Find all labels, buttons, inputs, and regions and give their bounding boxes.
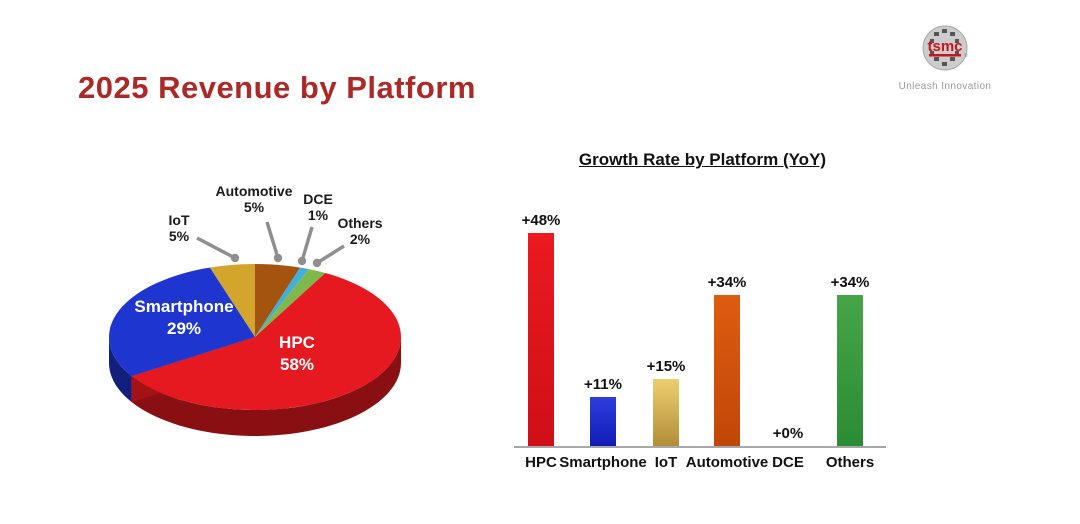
- pie-slice-hpc: [131, 273, 401, 410]
- page-title: 2025 Revenue by Platform: [78, 70, 476, 105]
- leader-dot-automotive: [273, 253, 283, 263]
- bar-hpc: [528, 233, 554, 446]
- leader-dot-others: [312, 258, 322, 268]
- pie-slice-automotive: [255, 264, 301, 337]
- pie-label-smartphone: Smartphone: [134, 297, 233, 316]
- bar-category-dce: DCE: [772, 454, 804, 471]
- bar-value-smartphone: +11%: [584, 376, 622, 393]
- pie-value-automotive: 5%: [244, 199, 265, 215]
- bar-value-dce: +0%: [772, 425, 804, 442]
- leader-line-others: [316, 244, 345, 265]
- bar-value-others: +34%: [830, 274, 870, 291]
- bar-value-automotive: +34%: [707, 274, 747, 291]
- pie-rim-smartphone: [109, 337, 132, 403]
- pie-slice-iot: [209, 264, 255, 337]
- growth-bar-chart: +48% HPC +11% Smartphone +15% IoT +34% Automoti…: [505, 195, 900, 495]
- logo-tagline: Unleash Innovation: [898, 81, 992, 92]
- leader-line-dce: [300, 226, 314, 262]
- pie-rim-hpc: [131, 337, 401, 436]
- pie-value-hpc: 58%: [280, 355, 314, 374]
- bar-category-others: Others: [825, 454, 875, 471]
- pie-slice-others: [255, 269, 326, 337]
- tsmc-brand-text: tsmc: [927, 38, 962, 55]
- bar-value-iot: +15%: [646, 358, 686, 375]
- bar-category-automotive: Automotive: [685, 454, 769, 471]
- bar-category-iot: IoT: [654, 454, 678, 471]
- pie-slice-smartphone: [109, 267, 255, 377]
- bar-category-smartphone: Smartphone: [559, 454, 647, 471]
- pie-label-hpc: HPC: [279, 333, 315, 352]
- bar-others: [837, 295, 863, 446]
- leader-dot-iot: [230, 253, 240, 263]
- tsmc-wafer-logo-icon: tsmc ®: [922, 25, 968, 71]
- pie-slice-dce: [255, 267, 309, 337]
- bar-chart-title: Growth Rate by Platform (YoY): [578, 150, 827, 169]
- pie-value-smartphone: 29%: [167, 319, 201, 338]
- pie-value-iot: 5%: [169, 228, 190, 244]
- pie-label-others: Others: [337, 215, 382, 231]
- bar-iot: [653, 379, 679, 446]
- leader-dot-dce: [297, 256, 307, 266]
- bar-value-hpc: +48%: [521, 212, 561, 229]
- pie-value-others: 2%: [350, 231, 371, 247]
- x-axis-line: [514, 446, 886, 448]
- bar-automotive: [714, 295, 740, 446]
- pie-label-iot: IoT: [169, 212, 190, 228]
- pie-label-dce: DCE: [303, 191, 333, 207]
- pie-value-dce: 1%: [308, 207, 329, 223]
- leader-line-automotive: [265, 221, 280, 259]
- registered-mark: ®: [964, 52, 968, 59]
- bar-smartphone: [590, 397, 616, 446]
- leader-line-iot: [196, 236, 236, 260]
- bar-category-hpc: HPC: [525, 454, 557, 471]
- tsmc-logo: tsmc ® Unleash Innovation: [893, 24, 997, 92]
- pie-label-automotive: Automotive: [216, 183, 293, 199]
